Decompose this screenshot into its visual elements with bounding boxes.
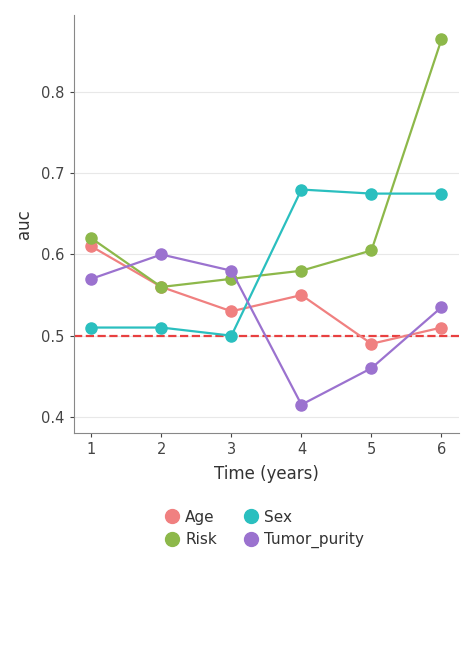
X-axis label: Time (years): Time (years) — [214, 466, 319, 483]
Legend: Age, Risk, Sex, Tumor_purity: Age, Risk, Sex, Tumor_purity — [163, 503, 371, 554]
Y-axis label: auc: auc — [15, 209, 33, 239]
